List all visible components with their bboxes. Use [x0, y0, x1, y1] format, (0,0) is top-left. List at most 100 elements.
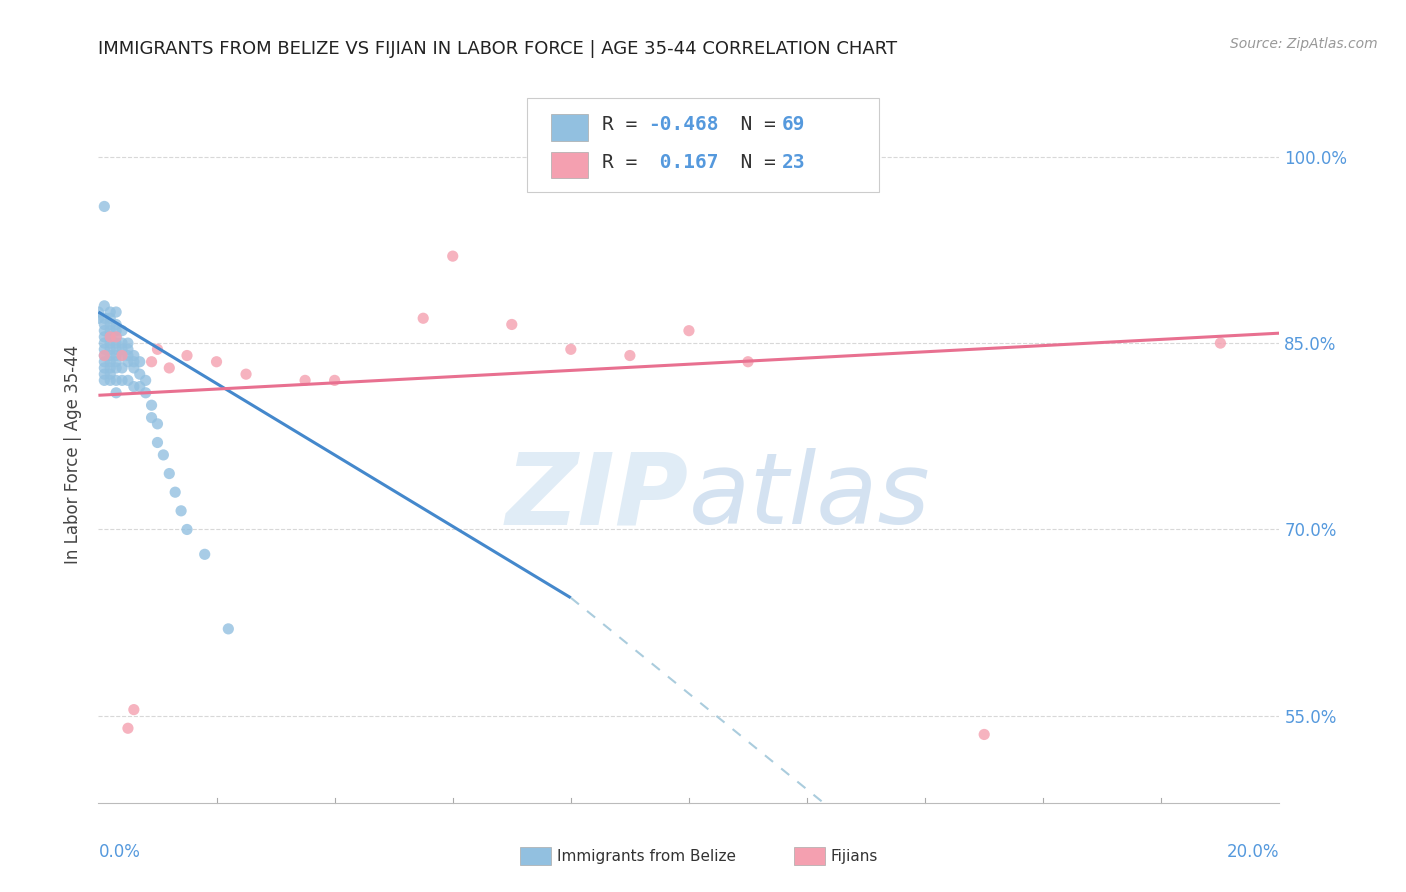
Text: Immigrants from Belize: Immigrants from Belize: [557, 849, 735, 863]
Point: [111, 336, 134, 351]
Text: N =: N =: [717, 153, 787, 172]
Text: atlas: atlas: [689, 448, 931, 545]
Point: [973, 727, 995, 741]
Point: [117, 336, 139, 351]
Point: [141, 410, 163, 425]
Point: [105, 361, 128, 376]
Point: [93, 349, 115, 363]
Point: [93, 355, 115, 369]
Point: [87, 305, 110, 319]
Point: [93, 318, 115, 332]
Point: [111, 349, 134, 363]
Point: [93, 324, 115, 338]
Point: [98, 305, 121, 319]
Point: [128, 367, 150, 381]
Text: ZIP: ZIP: [506, 448, 689, 545]
Point: [194, 547, 217, 561]
Point: [619, 349, 641, 363]
Point: [93, 299, 115, 313]
Point: [105, 330, 128, 344]
Point: [217, 622, 239, 636]
Text: 69: 69: [782, 115, 806, 135]
Point: [98, 324, 121, 338]
Point: [205, 355, 228, 369]
Point: [412, 311, 434, 326]
Point: [93, 373, 115, 387]
Point: [105, 373, 128, 387]
Point: [111, 343, 134, 357]
Point: [176, 523, 198, 537]
Point: [105, 355, 128, 369]
Text: Fijians: Fijians: [831, 849, 879, 863]
Point: [146, 343, 169, 357]
Point: [105, 324, 128, 338]
Point: [98, 336, 121, 351]
Point: [128, 355, 150, 369]
Point: [678, 324, 700, 338]
Point: [152, 448, 174, 462]
Text: 0.0%: 0.0%: [98, 843, 141, 861]
Point: [117, 721, 139, 735]
Point: [98, 318, 121, 332]
Point: [323, 373, 346, 387]
Point: [87, 311, 110, 326]
Point: [105, 336, 128, 351]
Text: 23: 23: [782, 153, 806, 172]
Point: [235, 367, 257, 381]
Text: 20.0%: 20.0%: [1227, 843, 1279, 861]
Point: [1209, 336, 1232, 351]
Text: -0.468: -0.468: [648, 115, 718, 135]
Point: [111, 324, 134, 338]
Point: [93, 330, 115, 344]
Text: 0.167: 0.167: [648, 153, 718, 172]
Point: [122, 349, 145, 363]
Point: [98, 349, 121, 363]
Point: [98, 330, 121, 344]
Point: [98, 373, 121, 387]
Point: [93, 367, 115, 381]
Point: [122, 703, 145, 717]
Text: Source: ZipAtlas.com: Source: ZipAtlas.com: [1230, 37, 1378, 52]
Point: [98, 367, 121, 381]
Point: [93, 311, 115, 326]
Point: [135, 373, 157, 387]
Point: [117, 355, 139, 369]
Point: [93, 361, 115, 376]
Point: [122, 355, 145, 369]
Point: [98, 311, 121, 326]
Point: [117, 349, 139, 363]
Point: [105, 305, 128, 319]
Point: [93, 336, 115, 351]
Point: [98, 330, 121, 344]
Point: [165, 485, 187, 500]
Point: [111, 361, 134, 376]
Point: [128, 379, 150, 393]
Point: [98, 361, 121, 376]
Point: [98, 343, 121, 357]
Point: [117, 343, 139, 357]
Point: [105, 349, 128, 363]
Point: [105, 330, 128, 344]
Text: N =: N =: [717, 115, 787, 135]
Point: [560, 343, 582, 357]
Point: [105, 385, 128, 400]
Point: [294, 373, 316, 387]
Point: [501, 318, 523, 332]
Text: R =: R =: [602, 115, 648, 135]
Point: [157, 467, 180, 481]
Point: [93, 199, 115, 213]
Point: [93, 349, 115, 363]
Point: [141, 398, 163, 412]
Point: [111, 349, 134, 363]
Point: [105, 343, 128, 357]
Point: [441, 249, 464, 263]
Text: IMMIGRANTS FROM BELIZE VS FIJIAN IN LABOR FORCE | AGE 35-44 CORRELATION CHART: IMMIGRANTS FROM BELIZE VS FIJIAN IN LABO…: [98, 40, 897, 58]
Text: R =: R =: [602, 153, 648, 172]
Point: [737, 355, 759, 369]
Point: [111, 373, 134, 387]
Point: [141, 355, 163, 369]
Point: [170, 504, 193, 518]
Y-axis label: In Labor Force | Age 35-44: In Labor Force | Age 35-44: [65, 345, 83, 565]
Point: [176, 349, 198, 363]
Point: [122, 361, 145, 376]
